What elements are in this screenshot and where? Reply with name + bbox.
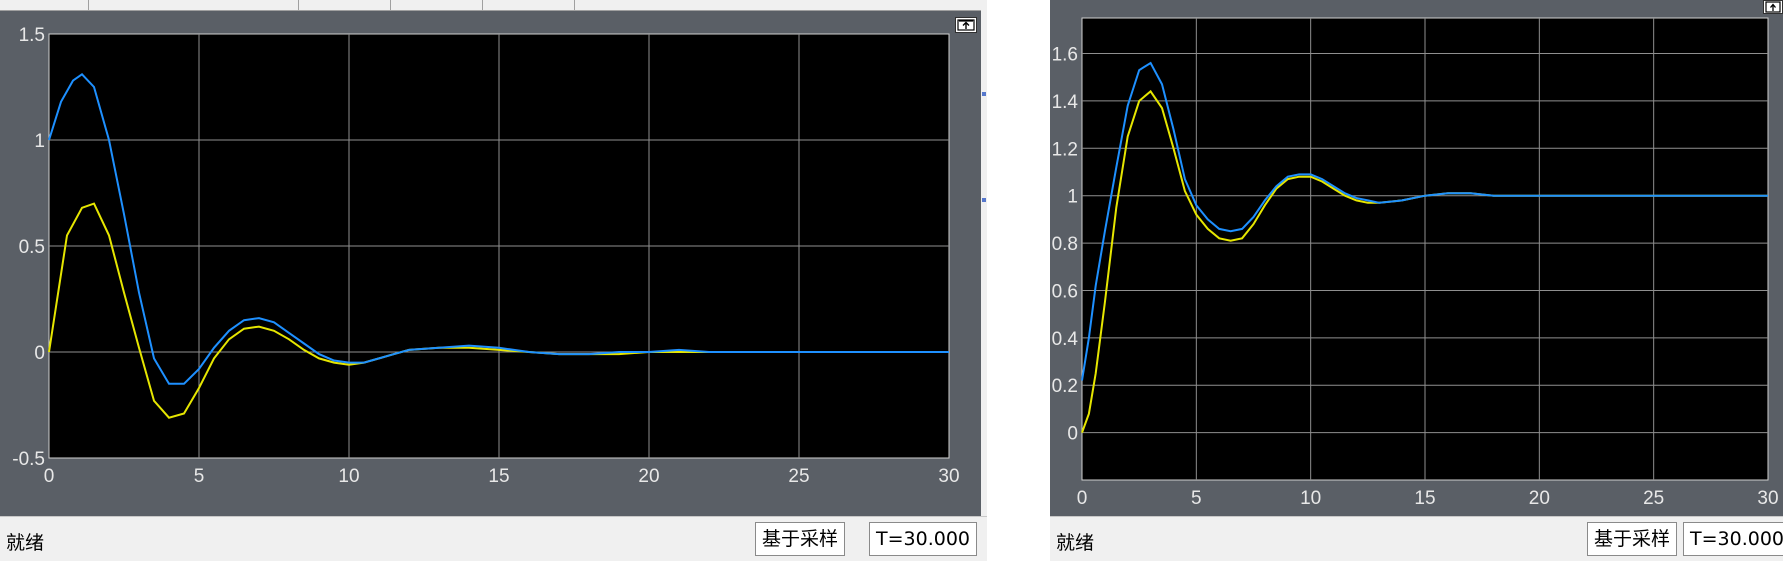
y-tick-label: 0: [1067, 424, 1078, 445]
status-time: T=30.000: [1683, 522, 1783, 556]
x-tick-label: 15: [488, 466, 509, 487]
x-tick-label: 0: [44, 466, 55, 487]
x-tick-label: 25: [1643, 488, 1664, 509]
y-tick-label: 1.6: [1052, 45, 1078, 66]
x-tick-label: 5: [1191, 488, 1202, 509]
toolbar-strip: [0, 0, 987, 11]
plot-area-left: 0 5 10 15 20 25 30-0.500.511.5: [12, 25, 959, 487]
window-edge: [981, 0, 987, 517]
x-tick-label: 20: [638, 466, 659, 487]
x-tick-label: 5: [194, 466, 205, 487]
x-tick-label: 25: [788, 466, 809, 487]
y-tick-label: 0.6: [1052, 281, 1078, 302]
scope-window-right: 0 5 10 15 20 25 30 0 0.2 0.4 0.6 0.8 1 1.2 1.4 1.6 就绪 基…: [1050, 0, 1783, 561]
x-tick-label: 30: [938, 466, 959, 487]
y-tick-label: 1.4: [1052, 92, 1079, 113]
x-tick-label: 15: [1414, 488, 1435, 509]
x-tick-label: 0: [1077, 488, 1088, 509]
series-line-blue: [1081, 61, 1768, 381]
y-tick-label: 0.5: [19, 237, 45, 258]
y-tick-label: 0: [34, 343, 45, 364]
undock-button[interactable]: [955, 17, 977, 33]
x-tick-label: 10: [338, 466, 359, 487]
status-ready: 就绪: [1056, 532, 1095, 554]
y-tick-label: -0.5: [12, 449, 45, 470]
y-tick-label: 0.4: [1052, 329, 1079, 350]
x-tick-label: 10: [1300, 488, 1321, 509]
y-tick-label: 1: [34, 131, 45, 152]
status-mode: 基于采样: [1587, 522, 1678, 556]
series-line-blue: [48, 72, 949, 385]
y-tick-label: 1: [1067, 187, 1078, 208]
undock-icon: [957, 19, 975, 31]
status-bar: 就绪 基于采样 T=30.000: [0, 516, 987, 561]
undock-icon: [1765, 1, 1781, 13]
status-time: T=30.000: [869, 522, 978, 556]
x-tick-label: 30: [1757, 488, 1778, 509]
undock-button[interactable]: [1763, 0, 1783, 14]
status-bar: 就绪 基于采样 T=30.000: [1050, 516, 1783, 561]
y-tick-label: 0.2: [1052, 376, 1078, 397]
plot-area-right: 0 5 10 15 20 25 30 0 0.2 0.4 0.6 0.8 1 1.2 1.4 1.6: [1052, 17, 1779, 509]
y-tick-label: 1.5: [19, 25, 45, 46]
status-ready: 就绪: [6, 532, 45, 554]
x-tick-label: 20: [1529, 488, 1550, 509]
status-mode: 基于采样: [755, 522, 846, 556]
scope-window-left: 0 5 10 15 20 25 30 -0.5 0 0.5 1 1.5 就绪 基于采样 T=30.00…: [0, 0, 987, 561]
y-tick-label: 1.2: [1052, 139, 1078, 160]
y-tick-label: 0.8: [1052, 234, 1078, 255]
